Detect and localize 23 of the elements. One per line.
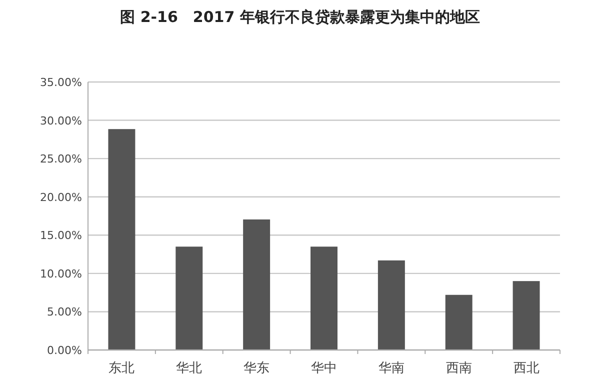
bar xyxy=(108,129,136,350)
bar xyxy=(243,219,270,350)
x-tick-label: 华南 xyxy=(378,361,404,376)
bar xyxy=(176,246,203,350)
y-tick-label: 0.00% xyxy=(47,344,82,357)
y-tick-label: 10.00% xyxy=(40,267,82,280)
x-tick-label: 西北 xyxy=(513,361,540,376)
y-tick-label: 25.00% xyxy=(40,152,82,166)
chart-title: 图 2-16 2017 年银行不良贷款暴露更为集中的地区 xyxy=(120,8,480,26)
y-tick-label: 15.00% xyxy=(40,229,82,242)
y-tick-label: 30.00% xyxy=(40,114,82,128)
x-tick-label: 华北 xyxy=(176,361,202,376)
bar xyxy=(378,260,405,350)
y-tick-label: 35.00% xyxy=(40,76,82,89)
bar xyxy=(512,281,540,350)
bar xyxy=(310,246,338,350)
bar xyxy=(445,294,472,350)
y-tick-label: 5.00% xyxy=(47,306,82,319)
x-tick-label: 东北 xyxy=(108,361,135,376)
x-tick-label: 华东 xyxy=(244,361,270,376)
x-tick-label: 西南 xyxy=(446,361,472,376)
x-tick-label: 华中 xyxy=(311,361,337,376)
y-tick-label: 20.00% xyxy=(40,190,82,204)
